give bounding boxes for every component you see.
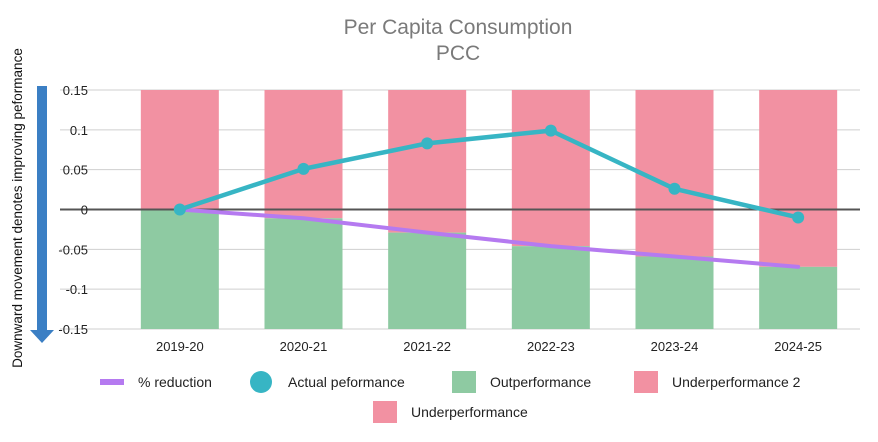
x-tick-label: 2022-23 [527,339,575,354]
legend-swatch-rect [373,401,397,423]
bar-outperformance [388,232,467,329]
chart-title: Per Capita Consumption [344,16,573,39]
y-tick-label: -0.1 [66,282,88,297]
actual-point [421,137,434,150]
y-tick-label: -0.05 [58,242,88,257]
legend-label: Actual peformance [288,374,405,390]
y-tick-label: 0.1 [70,123,88,138]
x-tick-label: 2019-20 [156,339,204,354]
side-annotation: Downward movement denotes improving pefo… [10,48,54,368]
legend-label: % reduction [138,374,212,390]
x-tick-label: 2021-22 [403,339,451,354]
legend: % reduction Actual peformance Outperforman… [100,371,801,423]
down-arrow-shaft [37,86,47,332]
legend-swatch-circle [250,371,272,393]
legend-swatch-rect [452,371,476,393]
series-lines [173,124,805,269]
series-line-actual [179,128,799,220]
x-tick-label: 2020-21 [280,339,328,354]
y-tick-label: 0.05 [63,163,88,178]
x-tick-label: 2023-24 [651,339,699,354]
legend-label: Underperformance 2 [672,374,801,390]
side-label: Downward movement denotes improving pefo… [10,48,25,368]
bar-outperformance [759,266,838,329]
bar-outperformance [511,246,590,329]
series-line-reduction [177,207,801,269]
bar-underperformance [264,90,343,219]
bar-underperformance [759,90,838,267]
chart-subtitle: PCC [436,42,480,65]
bar-underperformance [635,90,714,257]
bar-underperformance [388,90,467,233]
actual-point [173,203,186,216]
bar-underperformance [511,90,590,247]
x-tick-label: 2024-25 [774,339,822,354]
x-axis: 2019-20 2020-21 2021-22 2022-23 2023-24 2024-… [156,339,822,354]
actual-point [668,182,681,195]
actual-point [544,124,557,137]
actual-point [297,162,310,175]
bar-outperformance [264,218,343,329]
legend-label: Outperformance [490,374,591,390]
actual-point [792,211,805,224]
bar-outperformance [635,256,714,329]
y-tick-label: 0.15 [63,83,88,98]
legend-swatch-rect [634,371,658,393]
bar-underperformance [140,90,219,210]
down-arrow-icon [30,330,54,343]
bar-outperformance [140,209,219,329]
y-tick-label: -0.15 [58,322,88,337]
bars [140,90,838,329]
y-tick-label: 0 [81,203,88,218]
legend-label: Underperformance [411,404,528,420]
y-axis: 0.15 0.1 0.05 0 -0.05 -0.1 -0.15 [58,83,88,337]
